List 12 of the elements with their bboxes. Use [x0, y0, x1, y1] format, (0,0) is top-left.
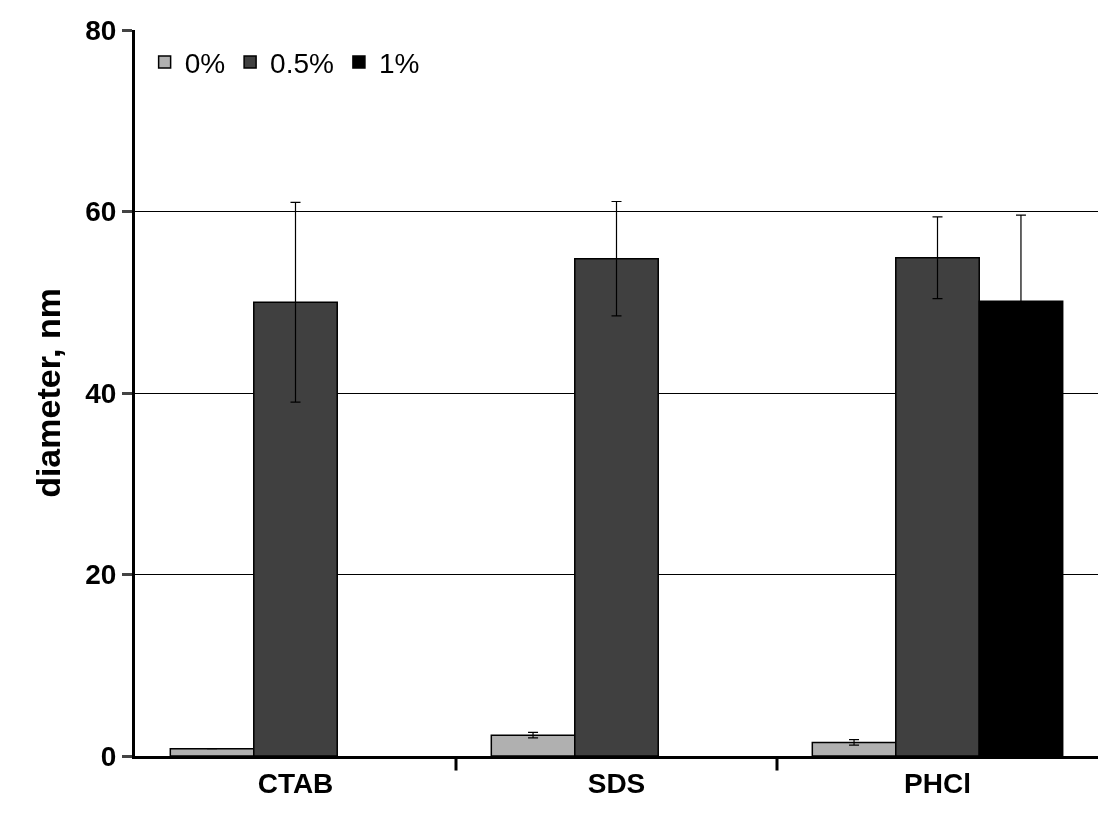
- legend-label: 1%: [378, 47, 420, 79]
- y-tick-label: 80: [85, 14, 117, 46]
- y-axis-title: diameter, nm: [28, 288, 67, 498]
- y-tick-label: 0: [100, 740, 117, 772]
- y-tick-label: 20: [85, 559, 117, 591]
- legend-label: 0%: [184, 47, 226, 79]
- y-tick-label: 60: [85, 196, 117, 228]
- x-tick-label: PHCl: [904, 767, 971, 799]
- x-tick-label: CTAB: [257, 767, 334, 799]
- y-tick-label: 40: [85, 377, 117, 409]
- legend-label: 0.5%: [270, 47, 334, 79]
- x-tick-label: SDS: [587, 767, 646, 799]
